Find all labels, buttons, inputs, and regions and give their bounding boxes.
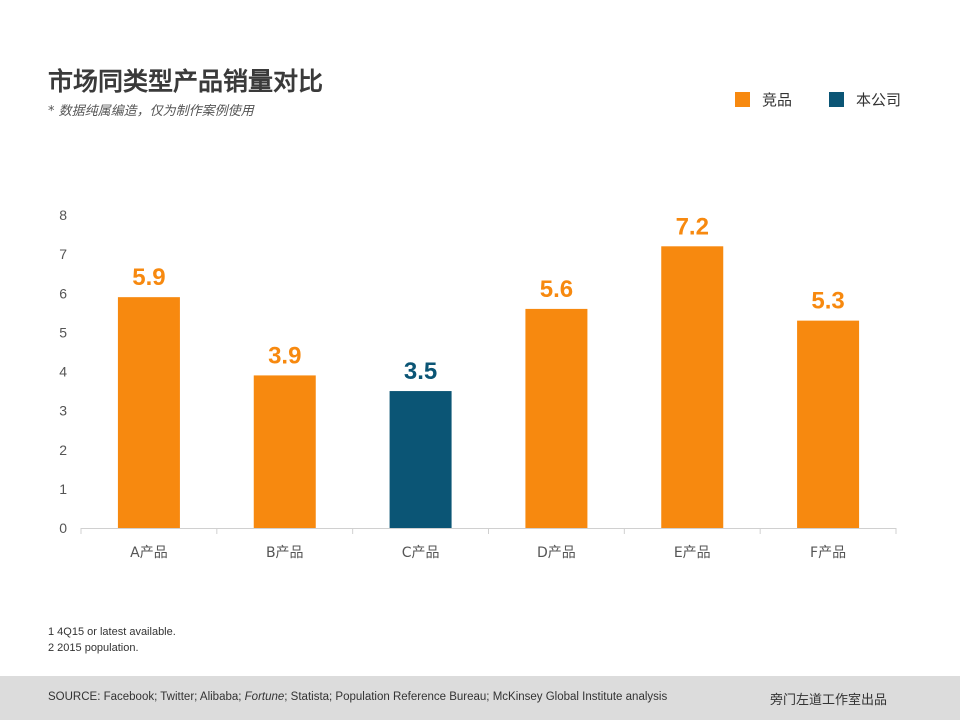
x-tick-label: A产品 [130, 545, 168, 561]
legend-item-competitor: 竞品 [735, 89, 792, 110]
page-subtitle: * 数据纯属编造，仅为制作案例使用 [48, 104, 254, 119]
bar-E产品 [661, 246, 724, 529]
data-label: 7.2 [676, 213, 709, 240]
y-tick-label: 8 [59, 207, 67, 223]
footnotes: 1 4Q15 or latest available. 2 2015 popul… [48, 624, 176, 656]
source-suffix: ; Statista; Population Reference Bureau;… [284, 691, 668, 703]
y-tick-label: 3 [59, 403, 67, 419]
legend-swatch-company [829, 92, 844, 107]
bar-A产品 [117, 297, 180, 528]
data-label: 5.3 [811, 288, 844, 315]
legend-label: 竞品 [762, 91, 793, 109]
x-tick-label: D产品 [537, 545, 576, 561]
y-tick-label: 4 [59, 364, 67, 380]
y-tick-label: 1 [59, 481, 67, 497]
source-prefix: SOURCE: Facebook; Twitter; Alibaba; [48, 691, 245, 703]
data-label: 5.6 [540, 276, 573, 303]
y-tick-label: 6 [59, 285, 67, 301]
source-text: SOURCE: Facebook; Twitter; Alibaba; Fort… [48, 691, 667, 703]
y-tick-label: 7 [59, 246, 67, 262]
y-tick-label: 0 [59, 520, 67, 536]
data-label: 5.9 [132, 264, 165, 291]
footnote: 2 2015 population. [48, 642, 139, 654]
x-tick-label: E产品 [674, 545, 711, 561]
x-tick-label: C产品 [402, 545, 440, 561]
x-tick-label: F产品 [810, 545, 846, 561]
x-tick-label: B产品 [266, 545, 304, 561]
bar-C产品 [389, 391, 452, 528]
legend-item-company: 本公司 [829, 89, 901, 110]
brand-credit: 旁门左道工作室出品 [770, 693, 888, 708]
bar-F产品 [797, 320, 860, 528]
y-tick-label: 5 [59, 324, 67, 340]
legend-swatch-competitor [735, 92, 750, 107]
footnote: 1 4Q15 or latest available. [48, 626, 176, 638]
legend-label: 本公司 [856, 91, 902, 109]
bar-chart: 0 1 2 3 4 5 6 7 8 5.9 A产品 3.9 B产品 3.5 C产品 5.6 D产品 7.2 E产品 5… [59, 207, 897, 561]
data-label: 3.5 [404, 358, 437, 385]
source-italic: Fortune [244, 691, 285, 703]
page-title: 市场同类型产品销量对比 [48, 67, 324, 96]
data-label: 3.9 [268, 342, 301, 369]
bar-B产品 [253, 375, 316, 528]
bar-D产品 [525, 308, 588, 528]
footer-bar: SOURCE: Facebook; Twitter; Alibaba; Fort… [0, 676, 960, 720]
y-tick-label: 2 [59, 442, 67, 458]
